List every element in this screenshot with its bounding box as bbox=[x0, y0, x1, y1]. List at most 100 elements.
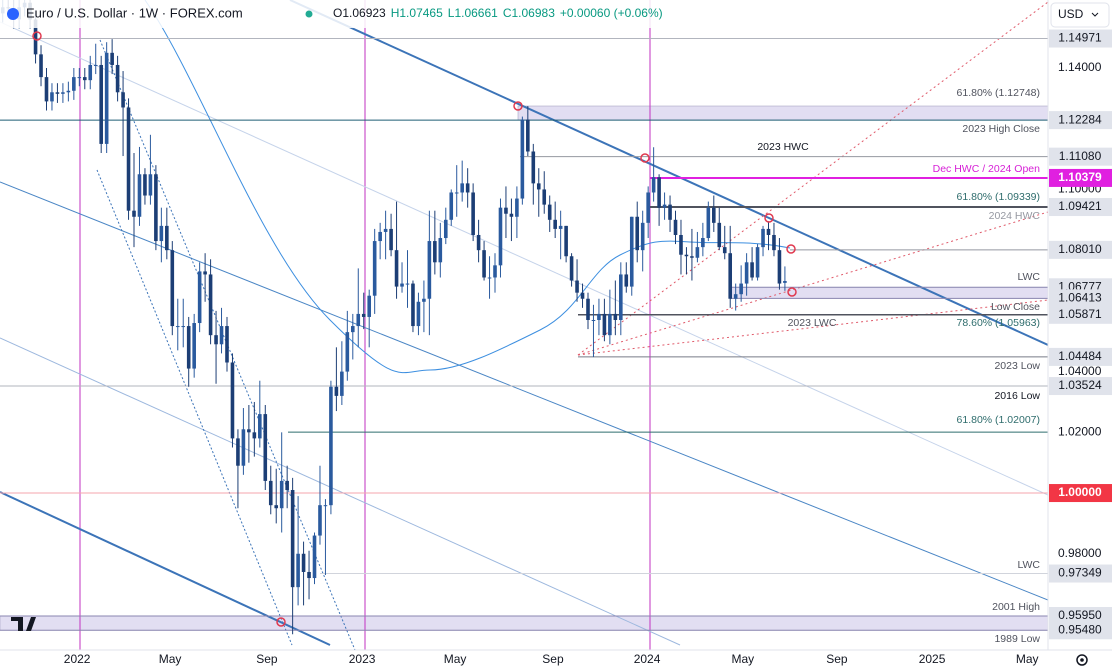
level-box bbox=[1049, 621, 1112, 640]
annotation: LWC bbox=[1017, 271, 1040, 283]
annotation: 2023 LWC bbox=[788, 317, 837, 329]
candle-body bbox=[668, 204, 672, 220]
level-box bbox=[1049, 564, 1112, 583]
candle-body bbox=[143, 174, 147, 196]
level-box bbox=[1049, 240, 1112, 259]
marker bbox=[640, 153, 650, 163]
currency-label[interactable]: USD bbox=[1058, 7, 1084, 21]
candle-body bbox=[394, 250, 399, 287]
level-box bbox=[1049, 168, 1112, 187]
candle-body bbox=[449, 192, 454, 220]
markers bbox=[32, 31, 797, 627]
candle-body bbox=[553, 219, 557, 229]
candle-body bbox=[165, 225, 169, 251]
candle-body bbox=[438, 238, 443, 263]
level-label: 1.10379 bbox=[1058, 170, 1102, 184]
annotation: 2023 HWC bbox=[757, 141, 809, 153]
candle-body bbox=[356, 313, 361, 327]
level-box bbox=[1049, 147, 1112, 166]
candle-body bbox=[350, 326, 355, 333]
candle-body bbox=[383, 228, 388, 232]
marker bbox=[764, 213, 774, 223]
candle-body bbox=[236, 438, 240, 466]
candle-body bbox=[454, 192, 459, 194]
candle-body bbox=[208, 274, 213, 336]
candle-body bbox=[591, 319, 596, 321]
level-box bbox=[1049, 198, 1112, 217]
candle-body bbox=[498, 207, 503, 266]
x-tick-label: Sep bbox=[256, 652, 278, 666]
candle-body bbox=[301, 553, 306, 572]
candle-body bbox=[722, 247, 727, 254]
candle-body bbox=[148, 174, 153, 196]
status-dot bbox=[305, 10, 313, 18]
level-box bbox=[1049, 377, 1112, 396]
candle-body bbox=[684, 254, 689, 257]
level-label: 1.14971 bbox=[1058, 31, 1102, 45]
candle-body bbox=[695, 247, 700, 258]
y-tick-label: 1.04000 bbox=[1058, 364, 1102, 378]
candle-body bbox=[99, 64, 103, 144]
candle-body bbox=[334, 386, 339, 396]
symbol-title: Euro / U.S. Dollar · 1W · FOREX.com bbox=[26, 5, 243, 20]
logo bbox=[11, 617, 36, 631]
candle-body bbox=[777, 250, 782, 284]
x-tick-label: 2025 bbox=[919, 652, 946, 666]
settings-icon[interactable] bbox=[1076, 654, 1088, 666]
candle-body bbox=[219, 326, 224, 345]
level-label: 1.09421 bbox=[1058, 199, 1102, 213]
y-tick-label: 0.98000 bbox=[1058, 546, 1102, 560]
candle-body bbox=[55, 92, 60, 94]
currency-button[interactable] bbox=[1050, 2, 1110, 28]
candle-body bbox=[247, 429, 251, 433]
level-box bbox=[1049, 29, 1112, 48]
candle-body bbox=[662, 204, 667, 208]
candle-body bbox=[33, 19, 38, 55]
candle-body bbox=[482, 250, 486, 278]
candle-body bbox=[766, 228, 771, 235]
annotation: 61.80% (1.09339) bbox=[957, 191, 1040, 203]
level-box bbox=[1049, 484, 1112, 503]
candle-body bbox=[279, 480, 284, 509]
annotation: Dec HWC / 2024 Open bbox=[933, 163, 1041, 175]
candle-body bbox=[536, 183, 541, 190]
candle-body bbox=[443, 219, 448, 239]
candle-body bbox=[487, 277, 492, 279]
level-label: 1.06413 bbox=[1058, 291, 1102, 305]
candle-body bbox=[132, 210, 136, 217]
level-box bbox=[1049, 305, 1112, 324]
candle-body bbox=[783, 281, 787, 283]
marker bbox=[787, 287, 797, 297]
candle-body bbox=[728, 253, 733, 299]
candle-body bbox=[744, 262, 749, 284]
candle-body bbox=[312, 535, 317, 579]
ohlc-values: O1.06923 H1.07465 L1.06661 C1.06983 +0.00060… bbox=[333, 6, 663, 20]
candle-body bbox=[268, 480, 273, 506]
marker bbox=[276, 617, 286, 627]
marker bbox=[32, 31, 42, 41]
settings-button[interactable] bbox=[1076, 654, 1088, 666]
annotation: 2001 High bbox=[992, 601, 1040, 613]
trend-line bbox=[0, 337, 681, 646]
level-box bbox=[1049, 606, 1112, 625]
x-tick-label: May bbox=[159, 652, 182, 666]
candle-body bbox=[531, 151, 536, 184]
level-label: 0.97349 bbox=[1058, 566, 1102, 580]
symbol-icon bbox=[7, 8, 19, 20]
candle-body bbox=[619, 274, 623, 320]
moving-average bbox=[144, 0, 791, 374]
candle-body bbox=[465, 183, 470, 193]
candle-body bbox=[61, 92, 65, 94]
candle-body bbox=[329, 386, 333, 506]
candle-body bbox=[509, 213, 514, 217]
candle-body bbox=[640, 222, 645, 251]
candle-body bbox=[192, 323, 196, 369]
candles bbox=[0, 0, 787, 635]
candle-body bbox=[558, 225, 563, 229]
ohlc-value: C1.06983 bbox=[503, 6, 555, 20]
marker bbox=[513, 101, 523, 111]
candle-body bbox=[460, 183, 464, 193]
currency-button[interactable]: USD bbox=[1050, 2, 1110, 28]
level-box bbox=[1049, 347, 1112, 366]
